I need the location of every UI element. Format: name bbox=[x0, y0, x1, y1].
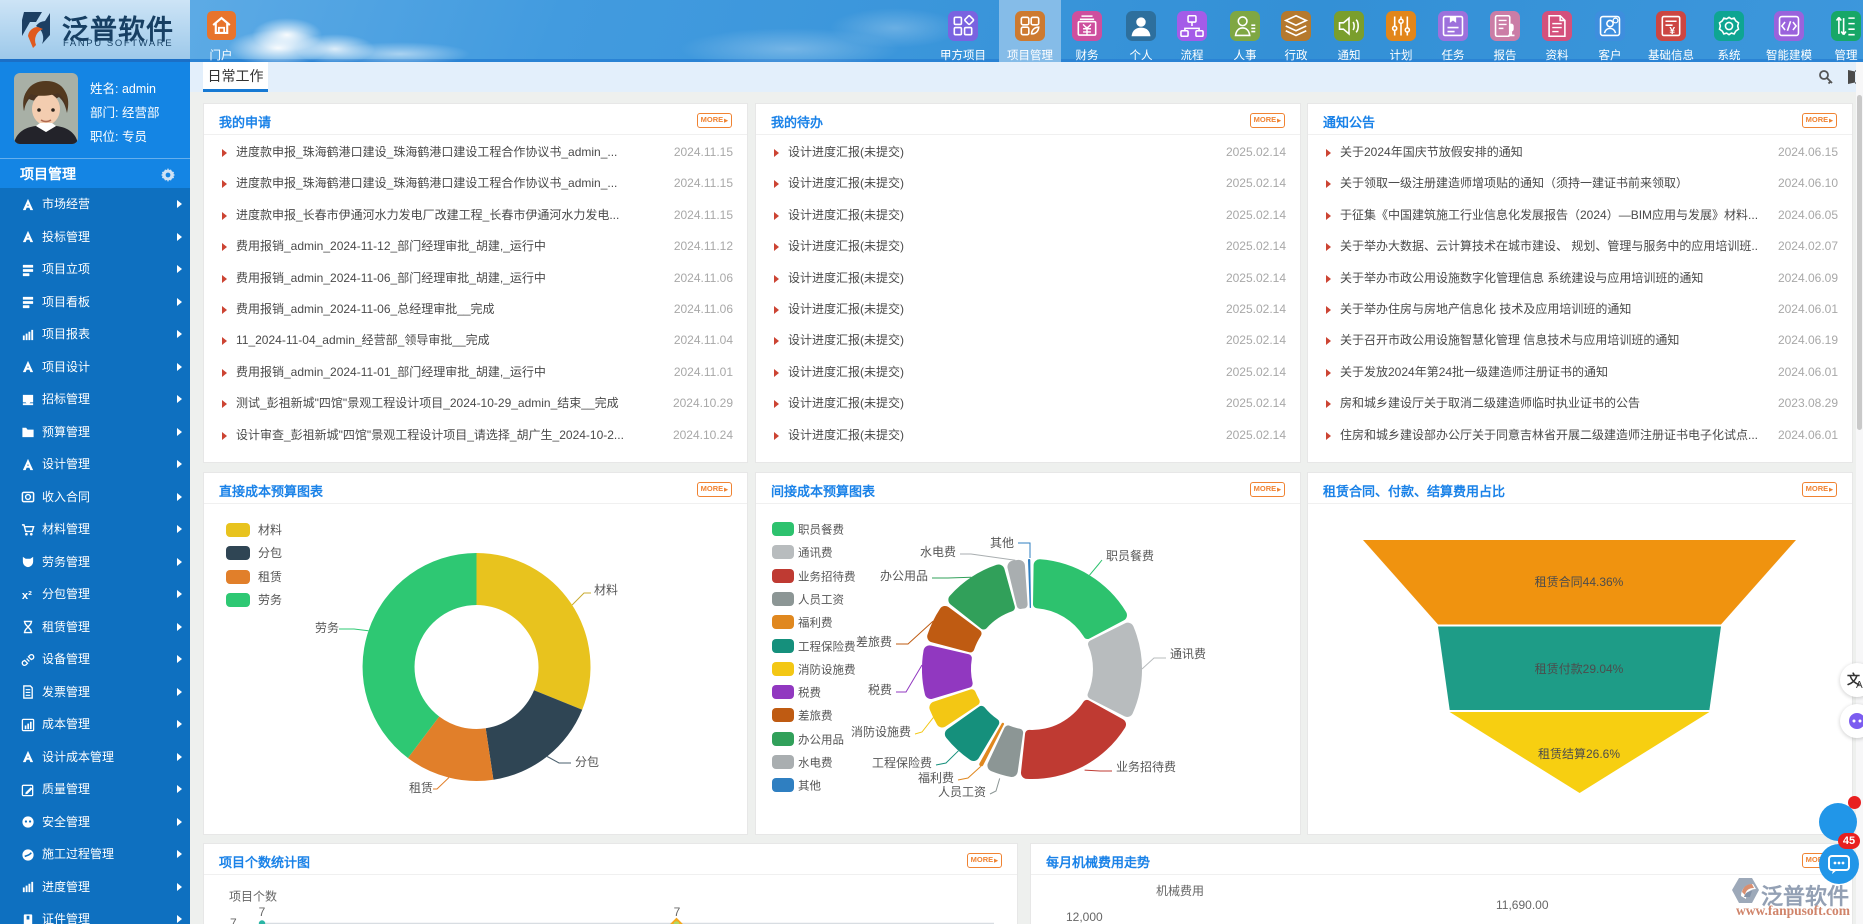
svg-text:7: 7 bbox=[230, 916, 237, 924]
svg-text:A: A bbox=[1856, 680, 1863, 690]
svg-text:水电费: 水电费 bbox=[920, 545, 956, 559]
svg-text:11,690.00: 11,690.00 bbox=[1496, 898, 1549, 912]
svg-text:7: 7 bbox=[259, 905, 266, 919]
svg-text:租赁: 租赁 bbox=[409, 781, 433, 795]
svg-text:x²: x² bbox=[22, 590, 32, 602]
svg-text:办公用品: 办公用品 bbox=[880, 568, 928, 583]
svg-text:劳务: 劳务 bbox=[315, 620, 339, 635]
svg-text:福利费: 福利费 bbox=[918, 770, 954, 785]
svg-text:租赁付款29.04%: 租赁付款29.04% bbox=[1535, 662, 1624, 676]
svg-text:机械费用: 机械费用 bbox=[1156, 883, 1204, 898]
svg-text:项目个数: 项目个数 bbox=[229, 889, 277, 904]
svg-text:文: 文 bbox=[1847, 672, 1861, 687]
svg-text:分包: 分包 bbox=[575, 755, 599, 769]
svg-text:差旅费: 差旅费 bbox=[856, 635, 892, 649]
svg-text:业务招待费: 业务招待费 bbox=[1116, 759, 1176, 774]
svg-text:租赁合同44.36%: 租赁合同44.36% bbox=[1535, 574, 1624, 589]
svg-text:消防设施费: 消防设施费 bbox=[851, 724, 911, 739]
svg-text:人员工资: 人员工资 bbox=[938, 785, 986, 799]
svg-text:通讯费: 通讯费 bbox=[1170, 647, 1206, 661]
svg-text:7: 7 bbox=[674, 905, 681, 919]
svg-text:12,000: 12,000 bbox=[1066, 910, 1103, 924]
svg-text:工程保险费: 工程保险费 bbox=[872, 755, 932, 770]
svg-text:¥: ¥ bbox=[1669, 26, 1675, 37]
svg-text:其他: 其他 bbox=[990, 536, 1014, 550]
svg-text:材料: 材料 bbox=[594, 583, 618, 597]
svg-text:租赁结算26.6%: 租赁结算26.6% bbox=[1538, 746, 1620, 761]
svg-text:职员餐费: 职员餐费 bbox=[1106, 548, 1154, 563]
svg-text:税费: 税费 bbox=[868, 683, 892, 697]
